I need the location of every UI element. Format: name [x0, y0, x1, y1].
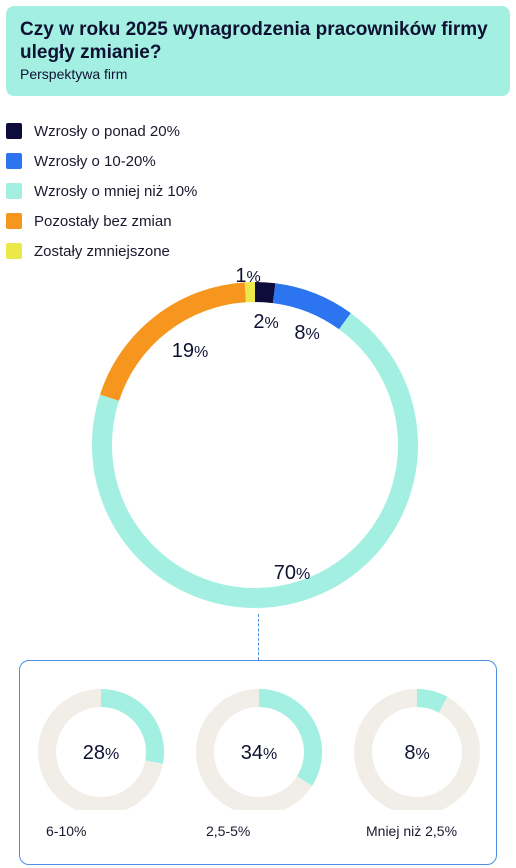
legend-item-10-20: Wzrosły o 10-20% — [6, 146, 197, 176]
legend-swatch — [6, 243, 22, 259]
legend-item-over-20: Wzrosły o ponad 20% — [6, 116, 197, 146]
breakdown-donut-6-10: 28% — [38, 689, 164, 810]
legend-label: Pozostały bez zmian — [34, 212, 172, 230]
legend-label: Wzrosły o mniej niż 10% — [34, 182, 198, 200]
legend-swatch — [6, 183, 22, 199]
label-reduced: 1% — [235, 265, 260, 287]
label-10-20: 8% — [294, 322, 319, 344]
donut-value-arc — [100, 689, 164, 764]
breakdown-label-6-10: 6-10% — [46, 823, 87, 839]
slice-unchanged — [99, 282, 247, 401]
label-over-20: 2% — [253, 311, 278, 333]
legend-label: Wzrosły o ponad 20% — [34, 122, 180, 140]
legend-swatch — [6, 153, 22, 169]
donut-value-label: 28% — [83, 742, 119, 764]
slice-10-20 — [272, 283, 351, 330]
breakdown-donut-under-2-5: 8% — [354, 689, 480, 810]
breakdown-label-2-5-5: 2,5-5% — [206, 823, 251, 839]
breakdown-donut-2-5-5: 34% — [196, 689, 322, 810]
legend-swatch — [6, 123, 22, 139]
donut-value-label: 34% — [241, 742, 277, 764]
breakdown-label-under-2-5: Mniej niż 2,5% — [366, 823, 458, 839]
label-unchanged: 19% — [172, 340, 208, 362]
main-donut-chart: 2% 8% 70% 19% 1% — [92, 265, 418, 608]
header-card: Czy w roku 2025 wynagrodzenia pracownikó… — [6, 6, 510, 96]
label-under-10: 70% — [274, 562, 310, 584]
slice-over-20 — [254, 282, 276, 304]
chart-subtitle: Perspektywa firm — [20, 66, 128, 82]
donut-value-arc — [416, 689, 448, 713]
legend-swatch — [6, 213, 22, 229]
breakdown-panel — [19, 660, 497, 865]
legend-label: Zostały zmniejszone — [34, 242, 170, 260]
legend-label: Wzrosły o 10-20% — [34, 152, 156, 170]
legend-item-under-10: Wzrosły o mniej niż 10% — [6, 176, 197, 206]
legend-item-reduced: Zostały zmniejszone — [6, 236, 197, 266]
legend: Wzrosły o ponad 20% Wzrosły o 10-20% Wzr… — [6, 116, 197, 266]
chart-title: Czy w roku 2025 wynagrodzenia pracownikó… — [20, 19, 488, 63]
donut-value-arc — [258, 689, 322, 786]
slice-under-10 — [92, 313, 418, 608]
legend-item-unchanged: Pozostały bez zmian — [6, 206, 197, 236]
connector-line — [258, 614, 259, 660]
donut-value-label: 8% — [404, 742, 429, 764]
